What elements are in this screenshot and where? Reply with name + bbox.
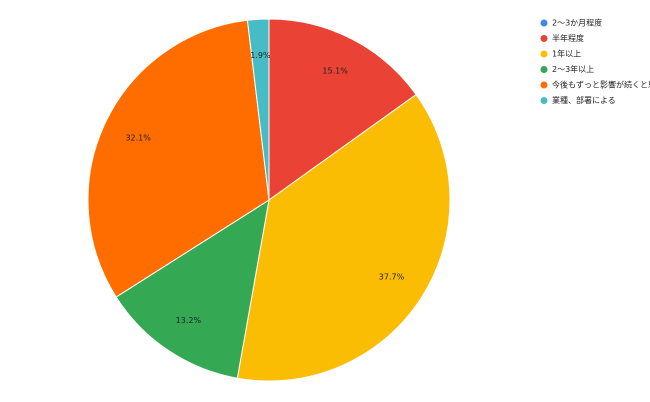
pie-slice: [246, 18, 270, 201]
legend-marker: [540, 66, 548, 73]
legend-label: 半年程度: [552, 33, 584, 43]
slice-label: 15.1%: [322, 67, 348, 76]
legend-label: 業種、部署による: [552, 95, 616, 105]
legend-marker: [540, 81, 548, 89]
legend-label: 1年以上: [552, 49, 581, 59]
slice-label: 37.7%: [379, 273, 405, 282]
legend-marker: [540, 19, 548, 27]
legend-marker: [540, 97, 548, 104]
slice-label: 1.9%: [250, 51, 271, 60]
legend-marker: [540, 35, 548, 42]
slice-label: 13.2%: [176, 316, 202, 325]
legend-label: 2～3か月程度: [552, 18, 602, 28]
pie-slice: [115, 198, 270, 379]
slice-label: 32.1%: [125, 133, 151, 142]
legend-marker: [540, 50, 548, 58]
legend-label: 2～3年以上: [552, 64, 594, 74]
pie-slice: [236, 93, 451, 382]
pie-slice: [268, 18, 417, 201]
legend-label: 今後もずっと影響が続くと思う: [552, 80, 650, 90]
pie-slice: [87, 19, 270, 298]
